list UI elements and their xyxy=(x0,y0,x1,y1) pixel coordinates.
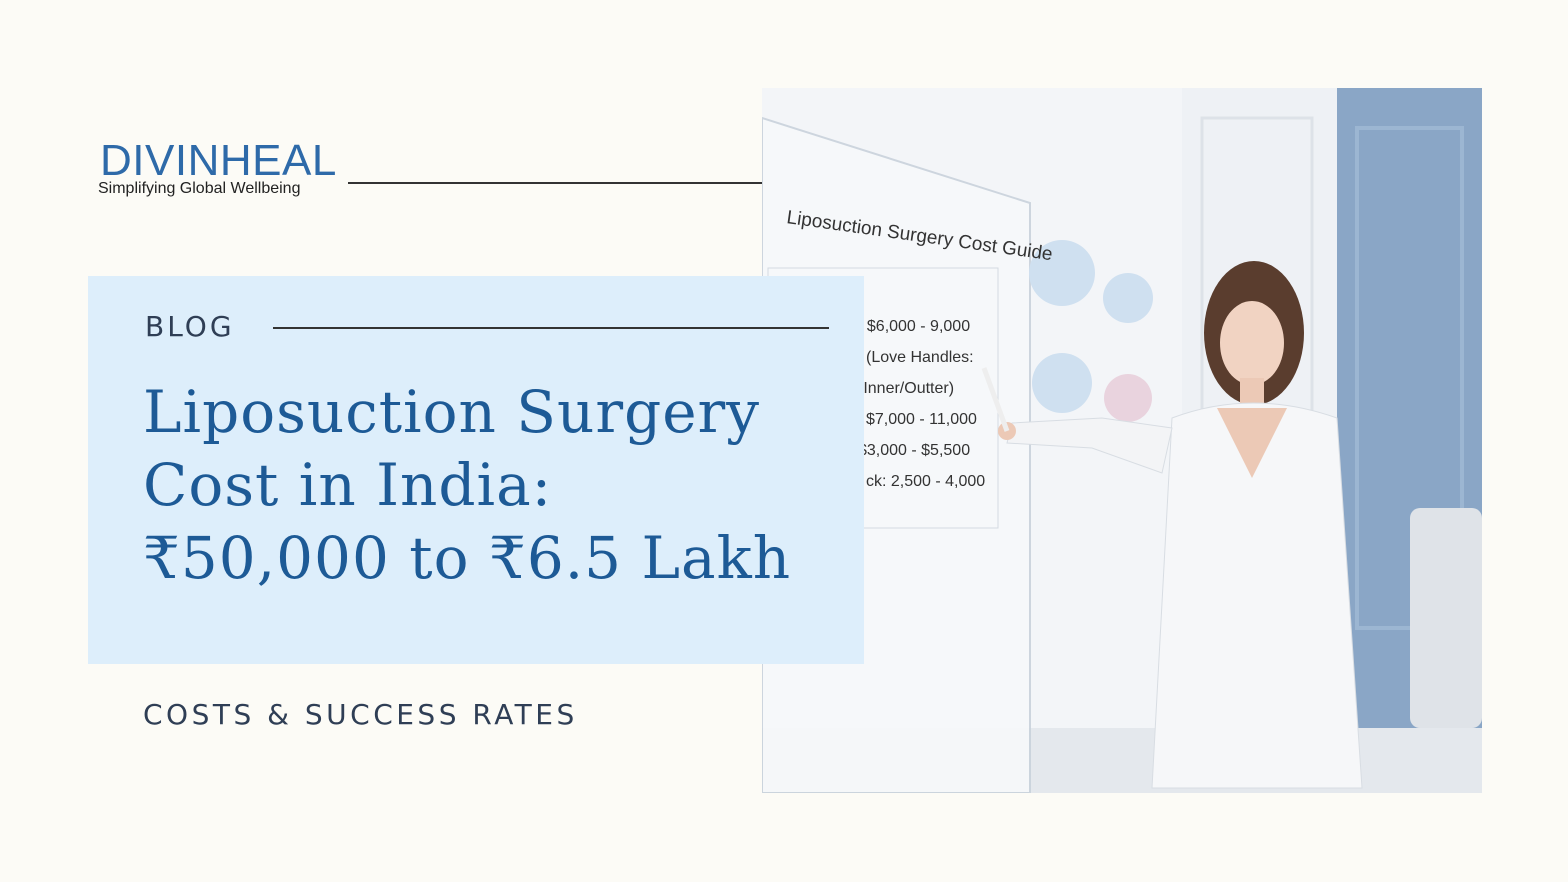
board-line: $7,000 - 11,000 xyxy=(866,411,977,428)
divider xyxy=(273,327,829,329)
brand-name: DIVINHEAL xyxy=(100,136,337,185)
title-panel xyxy=(88,276,864,664)
title-line: Cost in India: xyxy=(143,451,553,519)
board-line: : $6,000 - 9,000 xyxy=(858,318,970,335)
board-line: (Inner/Outter) xyxy=(858,380,954,397)
board-line: (Love Handles: xyxy=(866,349,974,366)
divider xyxy=(348,182,762,184)
board-line: $3,000 - $5,500 xyxy=(858,442,970,459)
category-label: BLOG xyxy=(145,310,235,343)
title-line: Liposuction Surgery xyxy=(143,378,761,446)
photo: Liposuction Surgery Cost Guide : $6,000 … xyxy=(762,88,1482,793)
title-line: ₹50,000 to ₹6.5 Lakh xyxy=(143,524,792,592)
brand-tagline: Simplifying Global Wellbeing xyxy=(98,180,301,197)
board-line: ck: 2,500 - 4,000 xyxy=(866,473,985,490)
subtitle: COSTS & SUCCESS RATES xyxy=(143,698,578,731)
